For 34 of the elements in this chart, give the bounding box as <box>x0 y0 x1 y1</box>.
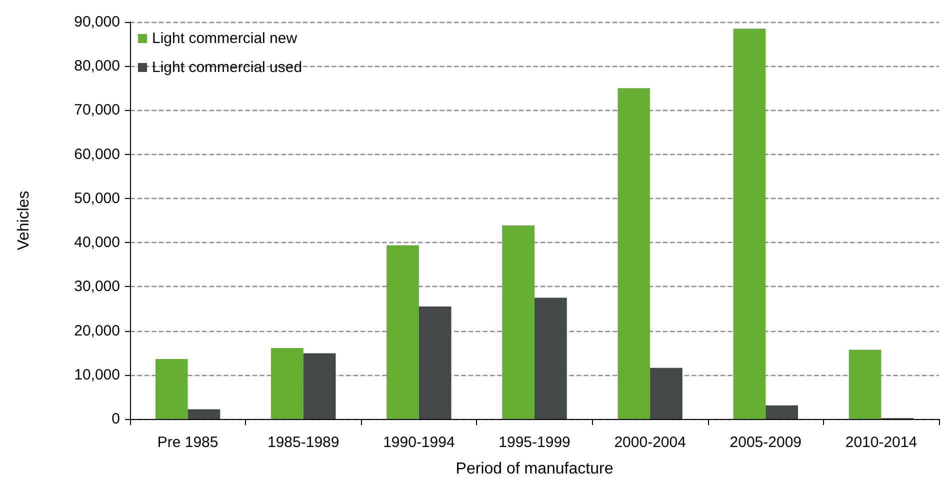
bar <box>534 298 567 419</box>
bar <box>766 405 798 419</box>
bar <box>848 350 882 419</box>
x-tick-label: 2005-2009 <box>730 434 802 451</box>
y-tick-label: 90,000 <box>74 14 120 30</box>
bar <box>303 353 336 419</box>
legend-label: Light commercial used <box>152 59 302 76</box>
x-tick-label: Pre 1985 <box>157 434 218 451</box>
y-tick-label: 0 <box>112 410 120 428</box>
bar <box>188 409 220 419</box>
bar <box>270 348 304 419</box>
x-tick-label: 1985-1989 <box>267 434 340 451</box>
x-tick-label: 2000-2004 <box>614 434 686 451</box>
y-tick-label: 80,000 <box>74 58 120 75</box>
bar <box>502 225 534 419</box>
y-tick-label: 40,000 <box>74 234 120 252</box>
y-tick-label: 70,000 <box>74 102 120 119</box>
bar <box>733 28 766 419</box>
bar <box>618 88 650 419</box>
y-axis-title: Vehicles <box>16 190 32 250</box>
bar <box>155 359 188 419</box>
bar <box>418 306 452 419</box>
x-tick-label: 1995-1999 <box>498 434 570 451</box>
y-tick-label: 10,000 <box>74 366 120 384</box>
bar <box>650 368 682 419</box>
legend-label: Light commercial new <box>152 30 298 47</box>
y-tick-label: 30,000 <box>74 278 120 296</box>
x-tick-label: 2010-2014 <box>845 434 918 451</box>
x-axis-title: Period of manufacture <box>456 460 614 478</box>
y-tick-label: 50,000 <box>74 190 120 207</box>
y-tick-label: 20,000 <box>74 322 120 340</box>
bar <box>386 245 419 419</box>
x-tick-label: 1990-1994 <box>383 434 455 451</box>
y-tick-label: 60,000 <box>74 146 120 163</box>
